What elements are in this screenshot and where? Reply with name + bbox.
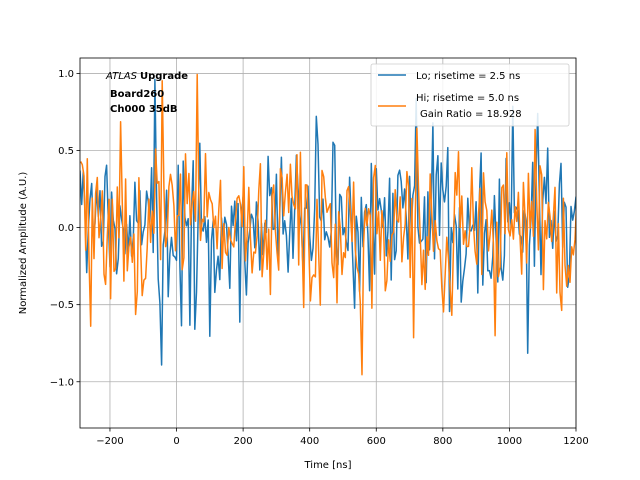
x-tick-label: 1200: [563, 436, 588, 447]
y-tick-label: 0.5: [58, 146, 74, 157]
channel-label: Ch000 35dB: [110, 104, 178, 115]
y-tick-label: −1.0: [50, 377, 74, 388]
series-hi-line: [80, 73, 576, 376]
x-tick-label: 200: [234, 436, 253, 447]
atlas-annotation: ATLAS Upgrade Board260 Ch000 35dB: [105, 71, 188, 115]
legend: Lo; risetime = 2.5 ns Hi; risetime = 5.0…: [370, 63, 570, 127]
series-lo-line: [80, 78, 576, 366]
x-tick-label: 0: [173, 436, 179, 447]
x-axis-ticks: −200 0 200 400 600 800 1000 1200: [96, 428, 589, 447]
y-tick-label: −0.5: [50, 300, 74, 311]
y-axis-ticks: −1.0 −0.5 0.0 0.5 1.0: [50, 69, 80, 388]
x-axis-label: Time [ns]: [303, 460, 351, 471]
x-tick-label: −200: [96, 436, 123, 447]
board-label: Board260: [110, 89, 164, 100]
atlas-experiment: ATLAS: [105, 71, 138, 82]
legend-gain-ratio: Gain Ratio = 18.928: [420, 109, 522, 120]
x-tick-label: 600: [367, 436, 386, 447]
legend-label-lo: Lo; risetime = 2.5 ns: [416, 71, 520, 82]
y-tick-label: 0.0: [58, 223, 74, 234]
y-axis-label: Normalized Amplitude (A.U.): [18, 172, 29, 315]
legend-label-hi: Hi; risetime = 5.0 ns: [416, 93, 519, 104]
y-tick-label: 1.0: [58, 69, 74, 80]
x-tick-label: 400: [300, 436, 319, 447]
x-tick-label: 800: [433, 436, 452, 447]
legend-box: [370, 63, 570, 127]
series-layer: [80, 73, 576, 376]
axes-frame: [79, 57, 577, 429]
atlas-label: ATLAS Upgrade: [105, 71, 188, 82]
x-tick-label: 1000: [497, 436, 522, 447]
atlas-suffix: Upgrade: [140, 71, 188, 82]
